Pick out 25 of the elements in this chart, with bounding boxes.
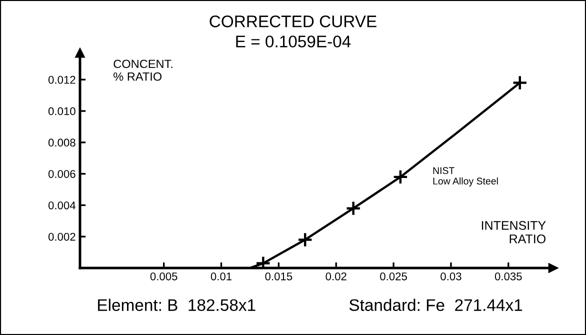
y-tick-label: 0.012 <box>48 76 76 84</box>
x-tick-label: 0.01 <box>210 272 232 280</box>
y-axis-title: CONCENT. % RATIO <box>114 60 172 81</box>
text: Standard: Fe 271.44x1 <box>349 298 522 311</box>
annotation: NIST Low Alloy Steel <box>433 167 498 186</box>
y-tick-label: 0.008 <box>48 138 76 147</box>
x-tick-label: 0.03 <box>440 272 462 280</box>
text: Element: B 182.58x1 <box>98 298 256 311</box>
point <box>512 75 528 90</box>
x-tick-label: 0.035 <box>494 272 522 280</box>
y-tick-label: 0.004 <box>48 201 76 210</box>
point <box>297 232 313 248</box>
chart-subtitle: E = 0.1059E-04 <box>236 36 351 48</box>
point <box>392 169 408 185</box>
x-tick-label: 0.005 <box>150 272 178 280</box>
x-tick-label: 0.015 <box>265 272 292 280</box>
chart-title: CORRECTED CURVE <box>210 16 376 28</box>
x-tick-label: 0.02 <box>326 272 346 280</box>
point <box>255 256 271 268</box>
point <box>346 200 362 216</box>
y-tick-label: 0.010 <box>48 107 76 116</box>
y-tick-label: 0.002 <box>48 232 76 241</box>
x-axis-title: INTENSITY RATIO <box>482 221 546 244</box>
x-tick-label: 0.025 <box>380 272 407 280</box>
y-tick-label: 0.006 <box>48 170 76 178</box>
